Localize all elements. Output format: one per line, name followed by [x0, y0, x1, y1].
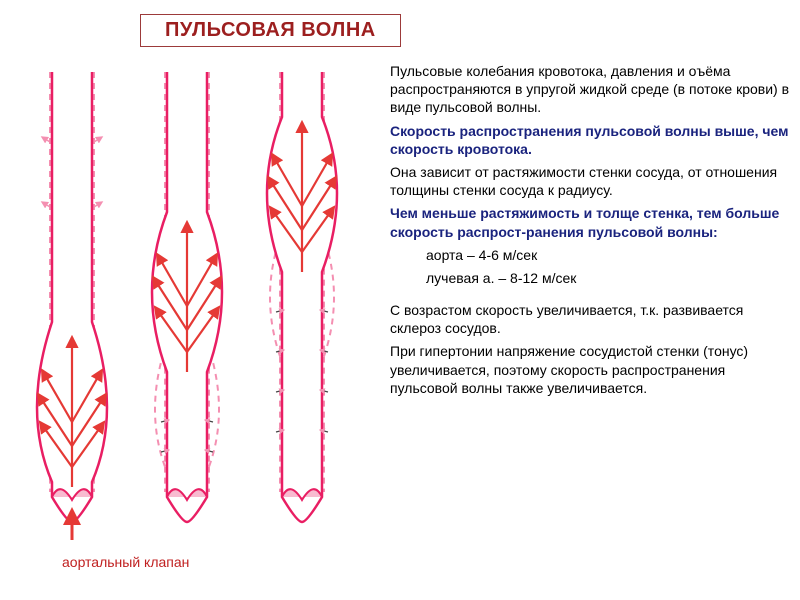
- para-2: Скорость распространения пульсовой волны…: [390, 122, 790, 158]
- title-box: ПУЛЬСОВАЯ ВОЛНА: [140, 14, 401, 47]
- para-4: Чем меньше растяжимость и толще стенка, …: [390, 204, 790, 240]
- value-aorta: аорта – 4-6 м/сек: [426, 246, 790, 264]
- vessel-3: [267, 72, 337, 522]
- value-radial: лучевая а. – 8-12 м/сек: [426, 269, 790, 287]
- vessel-2: [152, 72, 222, 522]
- para-5: С возрастом скорость увеличивается, т.к.…: [390, 301, 790, 337]
- page-title: ПУЛЬСОВАЯ ВОЛНА: [165, 19, 376, 42]
- text-column: Пульсовые колебания кровотока, давления …: [390, 62, 790, 402]
- vessel-1: [37, 72, 107, 522]
- para-6: При гипертонии напряжение сосудистой сте…: [390, 342, 790, 397]
- para-1: Пульсовые колебания кровотока, давления …: [390, 62, 790, 117]
- pulse-wave-diagram: [22, 62, 372, 532]
- diagram-caption: аортальный клапан: [62, 554, 189, 570]
- para-3: Она зависит от растяжимости стенки сосуд…: [390, 163, 790, 199]
